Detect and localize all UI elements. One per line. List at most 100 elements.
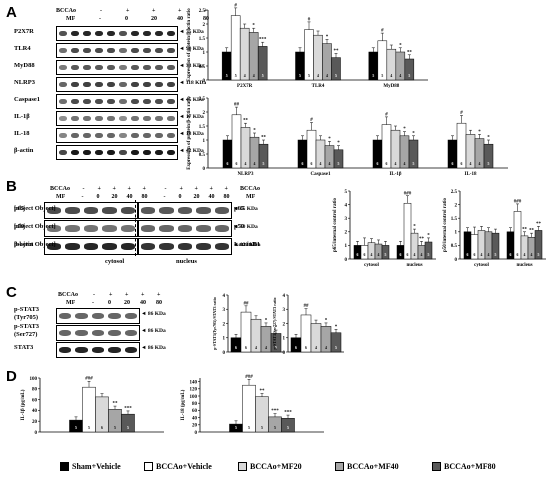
legend-swatch (144, 462, 153, 471)
blot-a: P2X7R ◄ 75 KDa TLR4 ◄ 90 KDa MyD88 ◄ 33 KDa NL… (14, 26, 224, 160)
bar-n-label: 6 (101, 426, 103, 430)
y-tick-label: 120 (190, 388, 198, 393)
chart-b1: 0 1 2 3 4 5 p65/internal control ratio 6 6 4 4 5 cyt… (333, 190, 436, 268)
blot-band (108, 346, 121, 354)
bar-n-label: 5 (235, 426, 237, 430)
y-tick-label: 0 (195, 431, 198, 436)
bar-n-label: 5 (335, 74, 337, 78)
blot-b-row-label-right: LaminB1 (234, 241, 261, 248)
blot-band (107, 81, 115, 88)
mf-dose: 40 (208, 194, 215, 200)
blot-band (71, 132, 79, 139)
bar-n-label: 6 (467, 253, 469, 257)
blot-kda-label: ◄ 120 KDa (233, 241, 261, 248)
significance-mark: *** (259, 38, 267, 43)
blot-band (59, 329, 72, 337)
blot-band (59, 98, 67, 105)
y-tick-label: 0 (223, 351, 226, 356)
blot-band (102, 243, 117, 250)
blot-band (141, 225, 156, 232)
mf-dose: 0 (96, 194, 100, 200)
blot-band (196, 207, 211, 214)
blot-band (47, 225, 62, 232)
blot-band (167, 149, 175, 156)
blot-kda-label: ◄ 86 KDa (141, 311, 166, 317)
bar-n-label: 4 (470, 162, 472, 166)
bccao-sign: + (209, 186, 213, 192)
bar-n-label: 4 (255, 346, 257, 350)
blot-band (177, 225, 193, 232)
y-tick-label: 2.5 (451, 190, 458, 195)
blot-band (95, 47, 103, 54)
y-tick-label: 20 (32, 420, 38, 425)
bar-n-label: 6 (311, 162, 313, 166)
blot-row-label: IL-18 (14, 129, 30, 137)
significance-mark: ** (529, 229, 535, 234)
blot-band (75, 346, 88, 354)
blot-band (59, 132, 67, 139)
blot-kda-label: ◄ 18 KDa (179, 130, 204, 137)
blot-band (107, 30, 115, 37)
category-label: nucleus (406, 263, 422, 268)
blot-strip (56, 128, 178, 143)
blot-row-label: p50 (14, 222, 25, 230)
blot-band (95, 81, 103, 88)
y-tick-label: 2 (223, 322, 226, 327)
blot-band (71, 115, 79, 122)
blot-row-label: TLR4 (14, 44, 31, 52)
mf-dose: - (163, 194, 166, 200)
bar-n-label: 6 (227, 162, 229, 166)
blot-band (124, 312, 137, 320)
significance-mark: * (325, 318, 328, 323)
blot-b-row-label-right: p65 (234, 205, 245, 212)
significance-mark: ** (334, 49, 340, 54)
significance-mark: * (399, 43, 402, 48)
bccao-sign: + (97, 186, 101, 192)
bar-n-label: 4 (326, 74, 328, 78)
bccao-sign: + (224, 186, 228, 192)
blot-band (107, 64, 115, 71)
significance-mark: ### (404, 191, 412, 196)
mf-dose: 20 (151, 16, 157, 22)
blot-band (71, 64, 79, 71)
blot-band (159, 225, 174, 232)
blot-band (131, 115, 139, 122)
blot-kda-label: ◄ 65 KDa (233, 205, 258, 212)
blot-band (214, 243, 229, 250)
blot-band (119, 30, 127, 37)
bar-n-label: 5 (308, 74, 310, 78)
bar-n-label: 6 (305, 346, 307, 350)
blot-band (155, 47, 163, 54)
blot-band (59, 149, 67, 156)
bar-n-label: 5 (248, 426, 250, 430)
blot-band (71, 98, 79, 105)
significance-mark: ### (245, 375, 253, 380)
bccao-sign: + (141, 292, 145, 298)
legend-swatch (432, 462, 441, 471)
blot-band (131, 132, 139, 139)
bar-n-label: 5 (235, 74, 237, 78)
mf-dose: - (92, 300, 94, 306)
mf-dose: 0 (108, 300, 111, 306)
bar-n-label: 6 (236, 162, 238, 166)
bar (255, 396, 269, 433)
blot-band (167, 47, 175, 54)
blot-kda-label: ◄ 45 KDa (179, 96, 204, 103)
significance-mark: * (403, 127, 406, 132)
bar-n-label: 6 (364, 253, 366, 257)
y-tick-label: 0 (203, 79, 206, 84)
blot-band (131, 98, 139, 105)
bar-n-label: 5 (338, 162, 340, 166)
chart-d2: 0 20 40 60 80 100 120 140 IL-18 (pg/mL) 5 5 ### 5 ** 5… (181, 375, 324, 436)
bccao-sign: - (82, 186, 85, 192)
blot-row-label: P2X7R (14, 27, 34, 35)
category-label: NLRP3 (237, 172, 254, 177)
bar-n-label: 5 (495, 253, 497, 257)
mf-dose: 80 (141, 194, 148, 200)
blot-band (155, 64, 163, 71)
legend-item: Sham+Vehicle (60, 462, 121, 471)
bccao-sign: - (164, 186, 167, 192)
blot-band (131, 149, 139, 156)
blot-b-header-cytosol: - - +0 +20 +40 +80 (78, 186, 153, 202)
bccao-sign: + (178, 8, 182, 14)
